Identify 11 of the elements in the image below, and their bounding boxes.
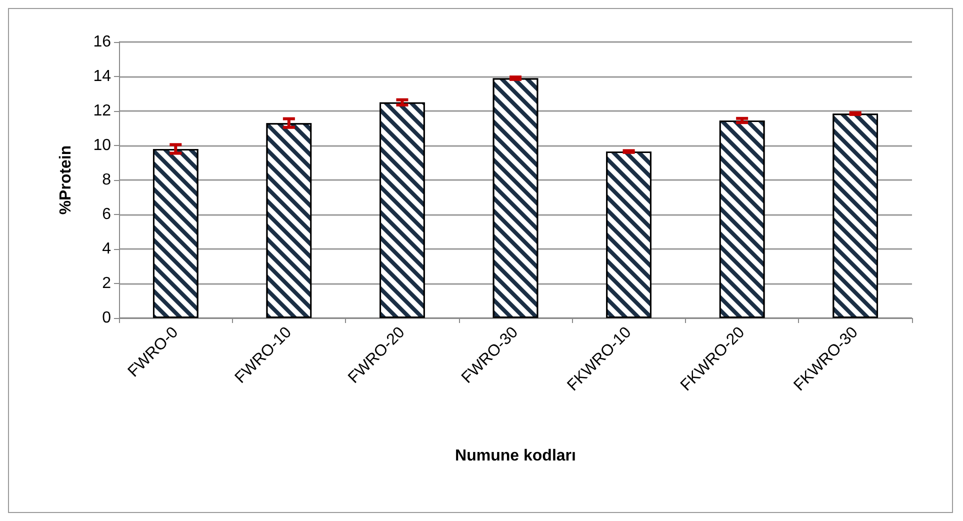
y-tick-label: 10 [93,137,112,154]
y-tick-label: 2 [102,275,112,292]
y-axis-title: %Protein [58,145,74,215]
x-axis-title: Numune kodları [455,448,576,464]
y-tick-label: 8 [102,172,112,188]
y-tick-label: 12 [93,102,112,120]
y-tick-label: 14 [93,68,112,85]
y-tick-label: 16 [93,34,112,50]
y-tick-label: 6 [102,206,112,223]
y-tick-label: 4 [102,240,112,258]
y-tick-label: 0 [102,310,112,326]
